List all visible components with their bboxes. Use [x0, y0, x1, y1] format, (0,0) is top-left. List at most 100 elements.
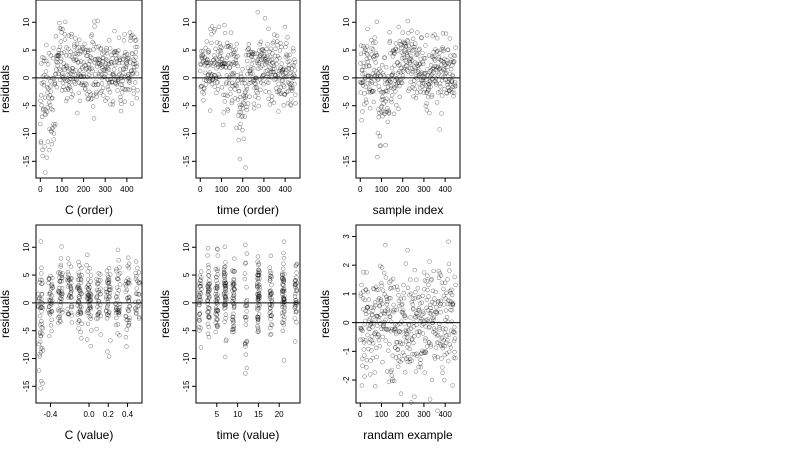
data-point — [40, 74, 46, 79]
data-point — [96, 290, 101, 295]
data-point — [214, 316, 219, 322]
data-point — [207, 78, 212, 84]
data-point — [282, 299, 287, 304]
data-point — [233, 58, 239, 63]
data-point — [399, 302, 404, 308]
data-point — [214, 90, 219, 96]
data-point — [394, 76, 399, 81]
data-point — [426, 325, 431, 330]
data-point — [256, 329, 261, 334]
data-point — [78, 48, 83, 54]
data-point — [124, 62, 130, 67]
data-point — [39, 265, 44, 270]
data-point — [77, 318, 82, 323]
data-point — [66, 79, 71, 84]
data-point — [200, 53, 206, 58]
data-point — [244, 309, 249, 314]
data-point — [409, 337, 415, 342]
data-point — [436, 275, 442, 280]
data-point — [242, 276, 248, 282]
data-point — [101, 67, 107, 73]
data-point — [416, 333, 421, 338]
data-point — [231, 281, 237, 287]
data-point — [74, 41, 80, 47]
data-point — [61, 61, 66, 66]
data-point — [373, 60, 378, 65]
data-point — [78, 277, 84, 283]
data-point — [48, 323, 54, 328]
data-point — [257, 269, 262, 274]
x-tick-label: 400 — [438, 410, 452, 419]
y-tick-label: 3 — [342, 234, 351, 239]
data-point — [377, 134, 382, 139]
data-point — [135, 304, 140, 309]
data-point — [379, 283, 384, 288]
data-point — [439, 280, 445, 285]
data-point — [225, 93, 230, 99]
data-point — [359, 80, 364, 86]
data-point — [208, 108, 213, 113]
data-point — [417, 85, 423, 91]
data-point — [434, 100, 440, 105]
data-point — [212, 73, 217, 78]
data-point — [403, 327, 408, 333]
data-point — [269, 94, 275, 99]
data-point — [52, 124, 57, 129]
data-point — [257, 276, 262, 281]
data-point — [243, 371, 248, 376]
data-point — [429, 278, 434, 283]
data-point — [39, 277, 45, 283]
data-point — [87, 66, 93, 72]
data-point — [419, 351, 424, 357]
data-point — [282, 24, 288, 30]
data-point — [234, 125, 239, 131]
x-tick-label: 0.2 — [103, 410, 115, 419]
data-point — [61, 50, 67, 55]
data-point — [391, 47, 396, 53]
data-point — [393, 329, 399, 335]
data-point — [127, 303, 133, 309]
data-point — [225, 40, 230, 46]
data-point — [451, 330, 456, 335]
data-point — [105, 299, 111, 304]
data-point — [280, 289, 286, 294]
data-point — [361, 340, 367, 345]
data-point — [70, 66, 76, 71]
data-point — [381, 96, 386, 102]
data-point — [91, 41, 97, 46]
data-point — [46, 100, 52, 105]
data-point — [269, 291, 274, 296]
data-point — [444, 315, 450, 320]
data-point — [289, 88, 295, 93]
data-point — [291, 72, 296, 78]
data-point — [379, 89, 384, 95]
data-point — [47, 276, 52, 281]
data-point — [223, 282, 228, 287]
data-point — [84, 74, 90, 80]
data-point — [281, 239, 287, 244]
data-point — [86, 295, 91, 301]
data-point — [435, 48, 440, 54]
data-point — [259, 57, 264, 62]
data-point — [408, 56, 414, 61]
data-point — [422, 370, 427, 375]
data-point — [388, 83, 393, 89]
data-point — [127, 315, 132, 321]
data-point — [69, 276, 74, 281]
data-point — [85, 277, 91, 282]
data-point — [446, 332, 452, 338]
data-point — [389, 285, 394, 291]
data-point — [124, 344, 129, 349]
data-point — [38, 239, 43, 244]
data-point — [395, 48, 400, 53]
data-point — [37, 331, 43, 336]
data-point — [268, 313, 274, 319]
data-point — [98, 286, 103, 291]
data-point — [401, 282, 406, 288]
data-point — [221, 281, 227, 286]
data-point — [129, 72, 134, 77]
data-point — [206, 262, 211, 268]
data-point — [396, 24, 401, 30]
data-point — [274, 33, 280, 38]
data-point — [364, 64, 369, 69]
